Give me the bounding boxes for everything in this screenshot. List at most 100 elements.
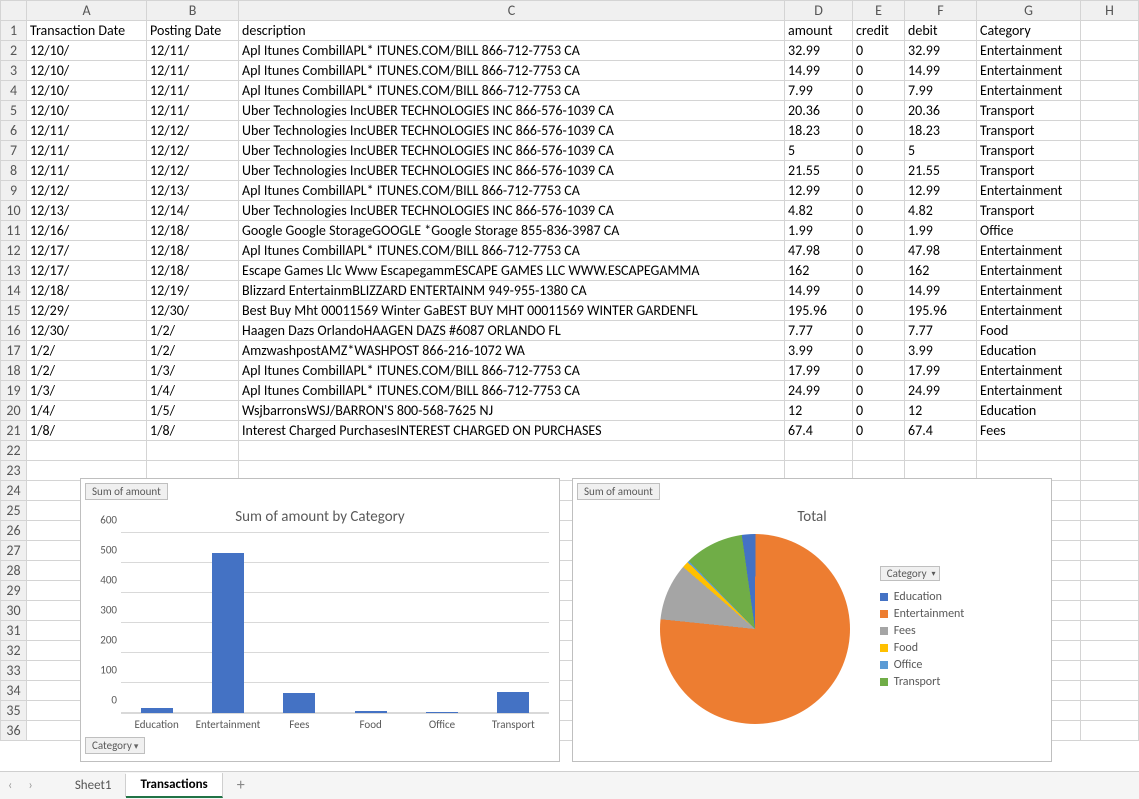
cell[interactable]: Apl Itunes CombillAPL* ITUNES.COM/BILL 8… [239,381,785,401]
cell[interactable]: Best Buy Mht 00011569 Winter GaBEST BUY … [239,301,785,321]
cell[interactable]: Apl Itunes CombillAPL* ITUNES.COM/BILL 8… [239,81,785,101]
pie-chart[interactable]: Sum of amount Total CategoryEducationEnt… [572,478,1052,762]
row-header[interactable]: 18 [1,361,27,381]
row-header[interactable]: 17 [1,341,27,361]
cell[interactable]: 0 [853,161,905,181]
row-header[interactable]: 1 [1,21,27,41]
cell[interactable]: 1/2/ [147,321,239,341]
row-header[interactable]: 24 [1,481,27,501]
row-header[interactable]: 8 [1,161,27,181]
cell[interactable]: Entertainment [977,301,1081,321]
row-header[interactable]: 3 [1,61,27,81]
cell[interactable]: Entertainment [977,81,1081,101]
cell[interactable]: 5 [785,141,853,161]
cell[interactable] [1081,201,1139,221]
cell[interactable] [1081,461,1139,481]
row-header[interactable]: 19 [1,381,27,401]
cell[interactable]: 14.99 [785,61,853,81]
cell[interactable]: Interest Charged PurchasesINTEREST CHARG… [239,421,785,441]
cell[interactable] [1081,681,1139,701]
row-header[interactable]: 12 [1,241,27,261]
cell[interactable]: 32.99 [785,41,853,61]
row-header[interactable]: 29 [1,581,27,601]
cell[interactable]: Haagen Dazs OrlandoHAAGEN DAZS #6087 ORL… [239,321,785,341]
cell[interactable]: Apl Itunes CombillAPL* ITUNES.COM/BILL 8… [239,61,785,81]
cell[interactable]: 20.36 [785,101,853,121]
cell[interactable]: 0 [853,361,905,381]
cell[interactable]: 5 [905,141,977,161]
pie-chart-field-button[interactable]: Sum of amount [577,483,660,500]
cell[interactable]: 12/17/ [27,261,147,281]
cell[interactable]: Fees [977,421,1081,441]
cell[interactable]: 4.82 [905,201,977,221]
cell[interactable]: 0 [853,241,905,261]
cell[interactable]: 1/8/ [27,421,147,441]
cell[interactable]: Education [977,401,1081,421]
cell[interactable] [1081,581,1139,601]
cell[interactable]: 12/18/ [147,261,239,281]
cell[interactable]: 20.36 [905,101,977,121]
cell[interactable]: Uber Technologies IncUBER TECHNOLOGIES I… [239,161,785,181]
row-header[interactable]: 34 [1,681,27,701]
cell[interactable]: Entertainment [977,381,1081,401]
cell[interactable]: 12/30/ [147,301,239,321]
cell[interactable]: 7.99 [905,81,977,101]
cell[interactable]: Entertainment [977,61,1081,81]
cell[interactable]: 12/12/ [27,181,147,201]
cell[interactable]: 12/16/ [27,221,147,241]
cell[interactable]: 12.99 [905,181,977,201]
cell[interactable] [1081,261,1139,281]
row-header[interactable]: 25 [1,501,27,521]
cell[interactable]: 47.98 [905,241,977,261]
cell[interactable] [1081,661,1139,681]
cell[interactable]: 17.99 [785,361,853,381]
column-header[interactable]: G [977,1,1081,21]
cell[interactable]: 12/11/ [27,141,147,161]
cell[interactable]: 12/17/ [27,241,147,261]
cell[interactable] [1081,501,1139,521]
cell[interactable]: Blizzard EntertainmBLIZZARD ENTERTAINM 9… [239,281,785,301]
cell[interactable] [1081,281,1139,301]
cell[interactable]: 12.99 [785,181,853,201]
cell[interactable] [1081,701,1139,721]
row-header[interactable]: 30 [1,601,27,621]
row-header[interactable]: 16 [1,321,27,341]
row-header[interactable]: 6 [1,121,27,141]
column-header[interactable]: D [785,1,853,21]
cell[interactable]: 12/11/ [27,121,147,141]
cell[interactable]: Entertainment [977,361,1081,381]
cell[interactable]: Apl Itunes CombillAPL* ITUNES.COM/BILL 8… [239,181,785,201]
cell[interactable]: 0 [853,221,905,241]
column-header[interactable]: E [853,1,905,21]
cell[interactable]: 7.77 [905,321,977,341]
cell[interactable]: 162 [905,261,977,281]
cell[interactable]: 1/2/ [147,341,239,361]
cell[interactable]: 14.99 [785,281,853,301]
cell[interactable]: 1/5/ [147,401,239,421]
cell[interactable]: 3.99 [785,341,853,361]
row-header[interactable]: 32 [1,641,27,661]
cell[interactable] [1081,401,1139,421]
cell[interactable]: 3.99 [905,341,977,361]
cell[interactable]: 67.4 [905,421,977,441]
cell[interactable] [1081,41,1139,61]
cell[interactable] [1081,81,1139,101]
cell[interactable]: Entertainment [977,181,1081,201]
row-header[interactable]: 5 [1,101,27,121]
tab-sheet1[interactable]: Sheet1 [61,774,127,797]
cell[interactable]: 32.99 [905,41,977,61]
cell[interactable]: 195.96 [905,301,977,321]
cell[interactable] [1081,561,1139,581]
cell[interactable]: 0 [853,61,905,81]
row-header[interactable]: 10 [1,201,27,221]
row-header[interactable]: 14 [1,281,27,301]
cell[interactable]: Transport [977,201,1081,221]
column-header[interactable]: C [239,1,785,21]
cell[interactable]: AmzwashpostAMZ*WASHPOST 866-216-1072 WA [239,341,785,361]
cell[interactable] [1081,441,1139,461]
cell[interactable] [27,441,147,461]
cell[interactable]: Apl Itunes CombillAPL* ITUNES.COM/BILL 8… [239,241,785,261]
cell[interactable]: 14.99 [905,281,977,301]
cell[interactable] [1081,221,1139,241]
cell[interactable]: 14.99 [905,61,977,81]
